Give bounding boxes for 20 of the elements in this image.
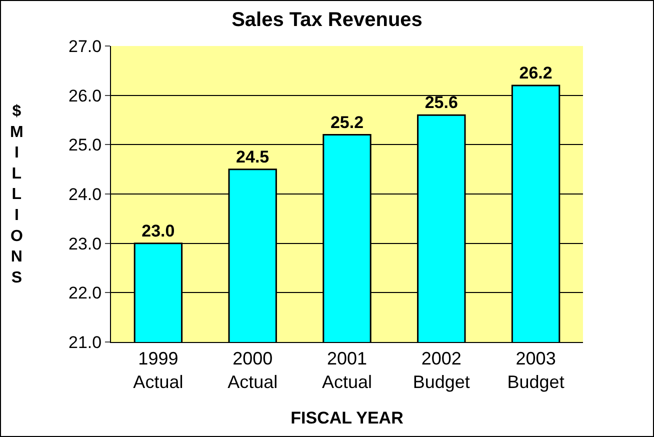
data-label: 25.2	[330, 112, 364, 132]
x-tick-label: 1999 Actual	[133, 348, 184, 392]
chart-title: Sales Tax Revenues	[232, 8, 422, 31]
data-label: 26.2	[519, 63, 552, 82]
y-tick-label: 27.0	[68, 36, 102, 56]
y-tick-label: 26.0	[68, 86, 102, 106]
text: $ MILLIONS	[10, 103, 24, 286]
x-tick-label: 2001 Actual	[322, 348, 372, 392]
data-label: 24.5	[236, 147, 270, 166]
y-tick-label: 22.0	[68, 284, 102, 303]
y-tick-label: 23.0	[68, 234, 102, 254]
x-tick-label: 2000 Actual	[228, 348, 278, 392]
data-label: 25.6	[424, 93, 458, 112]
x-tick-label: 2002 Budget	[412, 348, 470, 392]
x-axis-title: FISCAL YEAR	[290, 408, 404, 428]
data-label: 23.0	[142, 221, 175, 240]
y-tick-label: 25.0	[68, 136, 102, 155]
y-tick-label: 21.0	[68, 332, 102, 352]
y-tick-label: 24.0	[68, 184, 102, 204]
x-tick-label: 2003 Budget	[507, 348, 564, 392]
